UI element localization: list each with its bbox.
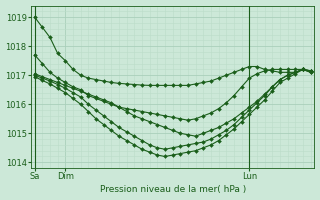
X-axis label: Pression niveau de la mer( hPa ): Pression niveau de la mer( hPa ) [100,185,246,194]
